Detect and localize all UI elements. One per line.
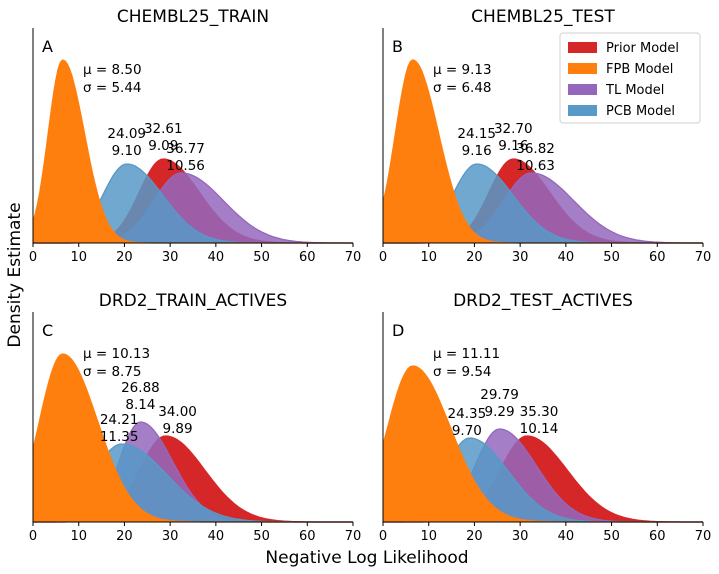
- legend-swatch: [568, 105, 597, 116]
- area-fpb-model: [33, 354, 353, 522]
- label-sd-pcb-model: 9.10: [112, 143, 142, 159]
- x-tick-label: 10: [420, 529, 437, 544]
- panel-A: CHEMBL25_TRAIN A 0 10 20 30 40 50 60 70 μ = 8.50 σ …: [29, 7, 361, 265]
- x-tick-label: 60: [299, 529, 316, 544]
- panel-C: DRD2_TRAIN_ACTIVES C 0 10 20 30 40 50 60 70 μ = 10…: [29, 291, 361, 544]
- legend-swatch: [568, 63, 597, 74]
- x-tick-label: 30: [162, 250, 179, 265]
- x-tick-label: 50: [253, 250, 270, 265]
- area-pcb-model: [33, 164, 353, 243]
- label-mean-tl-model: 26.88: [121, 380, 160, 396]
- x-tick-label: 50: [603, 250, 620, 265]
- fpb-mean-label: μ = 10.13: [83, 346, 150, 362]
- label-sd-pcb-model: 11.35: [100, 429, 139, 445]
- x-tick-label: 30: [512, 529, 529, 544]
- fpb-mean-label: μ = 9.13: [433, 62, 492, 78]
- label-mean-pcb-model: 24.21: [100, 412, 139, 428]
- fpb-sd-label: σ = 5.44: [83, 80, 142, 96]
- area-tl-model: [383, 173, 703, 243]
- area-fpb-model: [383, 366, 703, 522]
- x-tick-label: 70: [695, 250, 712, 265]
- panel-title: DRD2_TEST_ACTIVES: [453, 291, 633, 311]
- fpb-sd-label: σ = 9.54: [433, 364, 492, 380]
- label-mean-tl-model: 36.82: [516, 141, 555, 157]
- x-tick-label: 10: [70, 529, 87, 544]
- panel-letter: B: [392, 37, 403, 56]
- area-fpb-model: [33, 60, 353, 243]
- panel-title: CHEMBL25_TRAIN: [117, 7, 269, 27]
- panel-letter: D: [392, 321, 404, 340]
- x-tick-label: 50: [253, 529, 270, 544]
- label-mean-tl-model: 36.77: [166, 141, 205, 157]
- x-tick-label: 0: [379, 250, 387, 265]
- x-tick-label: 10: [70, 250, 87, 265]
- legend-label: PCB Model: [606, 104, 675, 119]
- fpb-mean-label: μ = 8.50: [83, 62, 142, 78]
- x-tick-label: 30: [512, 250, 529, 265]
- fpb-mean-label: μ = 11.11: [433, 346, 500, 362]
- panels: CHEMBL25_TRAIN A 0 10 20 30 40 50 60 70 μ = 8.50 σ …: [29, 7, 711, 544]
- x-axis-label: Negative Log Likelihood: [265, 548, 468, 568]
- x-tick-label: 60: [649, 529, 666, 544]
- panel-letter: C: [42, 321, 53, 340]
- label-sd-prior-model: 9.09: [148, 138, 178, 154]
- label-sd-pcb-model: 9.70: [452, 423, 482, 439]
- x-tick-label: 40: [558, 529, 575, 544]
- legend: Prior Model FPB Model TL Model PCB Model: [559, 32, 701, 124]
- label-mean-pcb-model: 24.35: [448, 406, 487, 422]
- legend-label: FPB Model: [606, 62, 673, 77]
- x-tick-label: 20: [116, 529, 133, 544]
- label-sd-tl-model: 8.14: [125, 397, 155, 413]
- panel-title: DRD2_TRAIN_ACTIVES: [99, 291, 287, 311]
- label-mean-prior-model: 32.61: [144, 121, 183, 137]
- x-tick-label: 40: [558, 250, 575, 265]
- x-tick-label: 70: [695, 529, 712, 544]
- x-tick-label: 60: [299, 250, 316, 265]
- legend-label: Prior Model: [606, 41, 679, 56]
- label-mean-prior-model: 35.30: [520, 404, 559, 420]
- x-tick-label: 20: [466, 529, 483, 544]
- x-tick-label: 0: [29, 529, 37, 544]
- area-tl-model: [33, 173, 353, 243]
- label-sd-tl-model: 10.56: [166, 158, 205, 174]
- label-sd-prior-model: 9.16: [498, 138, 528, 154]
- x-tick-label: 30: [162, 529, 179, 544]
- area-prior-model: [33, 436, 353, 522]
- fpb-sd-label: σ = 6.48: [433, 80, 492, 96]
- label-mean-prior-model: 32.70: [494, 121, 533, 137]
- x-tick-label: 20: [116, 250, 133, 265]
- x-tick-label: 70: [345, 529, 362, 544]
- legend-swatch: [568, 84, 597, 95]
- panel-B: CHEMBL25_TEST B 0 10 20 30 40 50 60 70 μ = 9.13 σ =…: [379, 7, 711, 265]
- x-tick-label: 60: [649, 250, 666, 265]
- x-tick-label: 70: [345, 250, 362, 265]
- x-tick-label: 40: [208, 529, 225, 544]
- fpb-sd-label: σ = 8.75: [83, 364, 142, 380]
- panel-title: CHEMBL25_TEST: [471, 7, 615, 27]
- x-tick-label: 10: [420, 250, 437, 265]
- label-sd-prior-model: 9.89: [163, 421, 193, 437]
- panel-D: DRD2_TEST_ACTIVES D 0 10 20 30 40 50 60 70 μ = 11.…: [379, 291, 711, 544]
- x-tick-label: 50: [603, 529, 620, 544]
- label-sd-tl-model: 10.63: [516, 158, 555, 174]
- area-fpb-model: [383, 60, 703, 243]
- legend-label: TL Model: [605, 83, 664, 98]
- x-tick-label: 0: [379, 529, 387, 544]
- label-mean-pcb-model: 24.09: [107, 126, 146, 142]
- x-tick-label: 0: [29, 250, 37, 265]
- label-sd-prior-model: 10.14: [520, 421, 559, 437]
- legend-box: [559, 32, 701, 124]
- label-sd-tl-model: 9.29: [485, 404, 515, 420]
- label-sd-pcb-model: 9.16: [462, 143, 492, 159]
- panel-letter: A: [42, 37, 53, 56]
- y-axis-label: Density Estimate: [5, 202, 25, 347]
- label-mean-prior-model: 34.00: [158, 404, 197, 420]
- label-mean-pcb-model: 24.15: [457, 126, 496, 142]
- legend-swatch: [568, 42, 597, 53]
- label-mean-tl-model: 29.79: [480, 387, 519, 403]
- x-tick-label: 40: [208, 250, 225, 265]
- x-tick-label: 20: [466, 250, 483, 265]
